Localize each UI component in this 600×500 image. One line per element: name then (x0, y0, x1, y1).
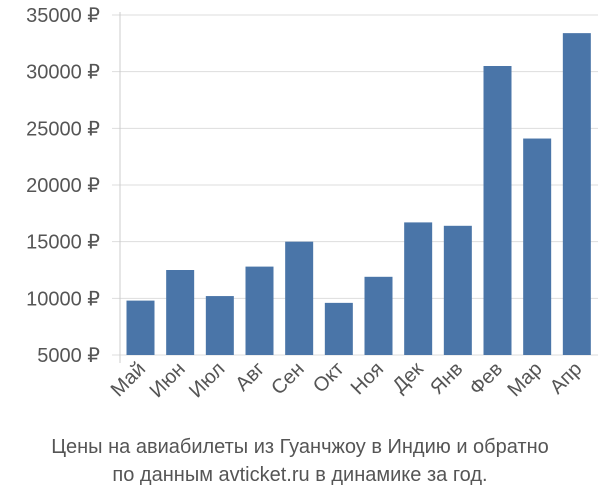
bar-7 (364, 276, 393, 355)
x-tick-label: Мар (503, 358, 546, 401)
bar-1 (126, 300, 155, 355)
bars (126, 33, 591, 356)
x-tick-label: Июл (185, 358, 229, 402)
bar-2 (166, 270, 195, 355)
x-tick-label: Апр (546, 358, 587, 399)
y-tick-label: 25000 ₽ (26, 118, 100, 140)
bar-6 (324, 302, 353, 355)
x-tick-label: Авг (231, 358, 269, 396)
bar-11 (523, 138, 552, 355)
bar-5 (285, 241, 314, 355)
chart-caption-line-2: по данным avticket.ru в динамике за год. (112, 464, 488, 486)
bar-3 (205, 296, 234, 355)
x-tick-label: Май (107, 358, 150, 401)
y-tick-label: 5000 ₽ (37, 345, 100, 367)
y-tick-label: 30000 ₽ (26, 62, 100, 84)
x-tick-label: Ноя (347, 358, 388, 399)
bar-4 (245, 266, 274, 355)
y-tick-label: 20000 ₽ (26, 175, 100, 197)
x-tick-label: Дек (389, 358, 428, 397)
bar-9 (443, 225, 472, 355)
price-bar-chart: 5000 ₽ 10000 ₽ 15000 ₽ 20000 ₽ 25000 ₽ 30000 … (26, 5, 598, 402)
y-tick-label: 35000 ₽ (26, 5, 100, 27)
x-tick-label: Сен (267, 358, 308, 399)
bar-12 (562, 33, 591, 356)
x-tick-label: Янв (426, 358, 467, 399)
y-tick-label: 10000 ₽ (26, 288, 100, 310)
chart-caption-line-1: Цены на авиабилеты из Гуанчжоу в Индию и… (51, 436, 549, 458)
bar-10 (483, 66, 512, 355)
x-tick-label: Фев (465, 358, 507, 400)
x-tick-label: Окт (309, 358, 348, 397)
y-tick-label: 15000 ₽ (26, 232, 100, 254)
y-axis-ticks: 5000 ₽ 10000 ₽ 15000 ₽ 20000 ₽ 25000 ₽ 30000 … (26, 5, 100, 367)
bar-8 (404, 222, 433, 355)
x-tick-label: Июн (146, 358, 190, 402)
